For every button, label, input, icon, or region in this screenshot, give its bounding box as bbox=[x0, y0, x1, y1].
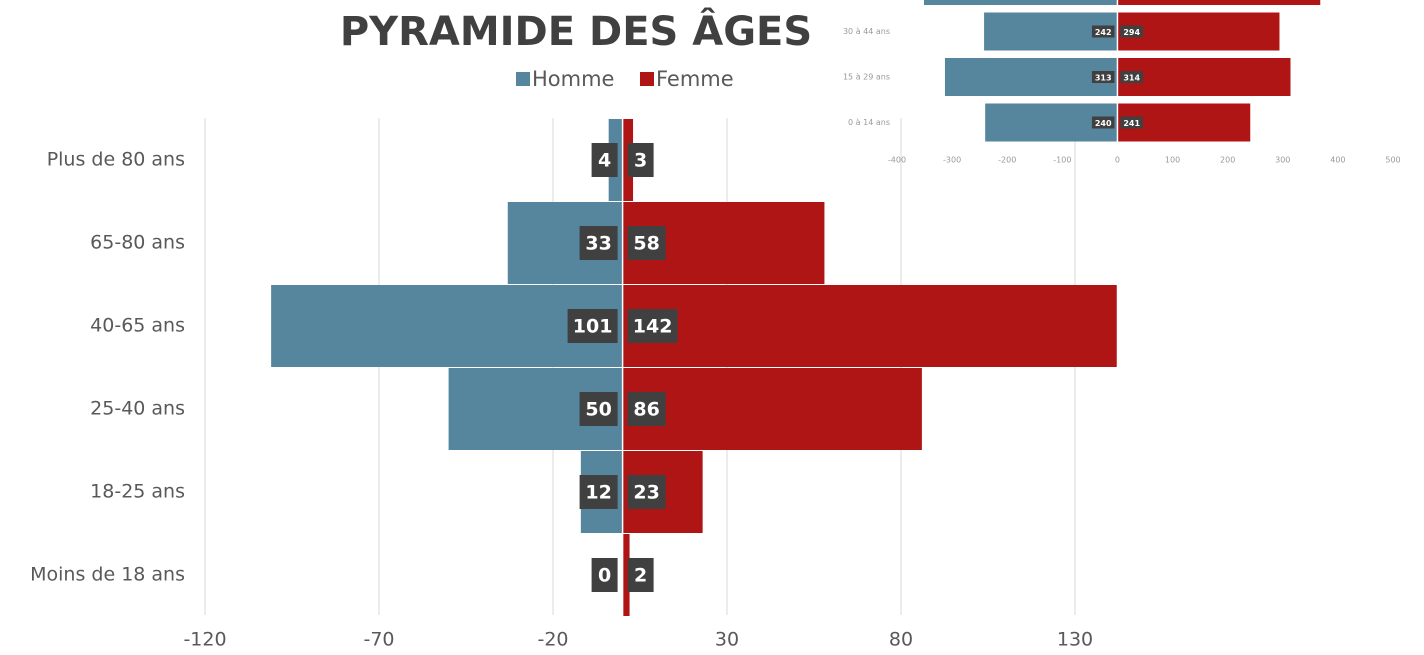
x-tick-label: 80 bbox=[889, 629, 913, 651]
legend-label: Homme bbox=[532, 67, 614, 91]
x-tick-label: 400 bbox=[1330, 156, 1345, 165]
data-label: 2 bbox=[634, 565, 647, 587]
y-tick-label: 18-25 ans bbox=[90, 481, 185, 503]
data-label-box bbox=[1091, 71, 1115, 83]
bar bbox=[622, 285, 1117, 367]
data-label: 4 bbox=[598, 150, 611, 172]
data-label-box bbox=[627, 143, 654, 177]
data-label: 33 bbox=[585, 233, 611, 255]
y-tick-label: 0 à 14 ans bbox=[848, 118, 890, 127]
bar bbox=[1117, 0, 1321, 5]
bar bbox=[944, 58, 1118, 96]
data-label-box bbox=[1091, 25, 1115, 38]
y-tick-label: 40-65 ans bbox=[90, 315, 185, 337]
data-label-box bbox=[627, 475, 666, 509]
x-tick-label: 130 bbox=[1057, 629, 1093, 651]
data-label: 142 bbox=[633, 316, 673, 338]
y-tick-label: 25-40 ans bbox=[90, 398, 185, 420]
bar bbox=[924, 0, 1118, 5]
data-label-box bbox=[1120, 25, 1143, 38]
data-label-box bbox=[627, 226, 666, 260]
x-tick-label: 200 bbox=[1220, 156, 1235, 165]
data-label-box bbox=[627, 309, 678, 343]
data-label-box bbox=[579, 392, 618, 426]
data-label-box bbox=[591, 143, 618, 177]
legend-swatch bbox=[640, 72, 654, 86]
y-tick-label: 30 à 44 ans bbox=[843, 27, 890, 36]
data-label-box bbox=[579, 475, 618, 509]
data-label-box bbox=[1120, 71, 1143, 83]
y-tick-label: Plus de 80 ans bbox=[47, 149, 185, 171]
data-label-box bbox=[1091, 116, 1115, 129]
data-label: 242 bbox=[1095, 28, 1112, 37]
x-tick-label: -70 bbox=[363, 629, 394, 651]
x-tick-label: -200 bbox=[998, 156, 1016, 165]
data-label-box bbox=[567, 309, 618, 343]
data-label: 0 bbox=[598, 565, 611, 587]
data-label-box bbox=[627, 392, 666, 426]
data-label-box bbox=[579, 226, 618, 260]
x-tick-label: 300 bbox=[1275, 156, 1290, 165]
x-tick-label: -120 bbox=[183, 629, 226, 651]
bar bbox=[1117, 58, 1291, 96]
x-tick-label: 0 bbox=[1115, 156, 1120, 165]
data-label: 12 bbox=[585, 482, 611, 504]
x-tick-label: 100 bbox=[1165, 156, 1180, 165]
x-tick-label: 500 bbox=[1385, 156, 1400, 165]
y-tick-label: 15 à 29 ans bbox=[843, 73, 890, 82]
data-label: 240 bbox=[1095, 119, 1112, 128]
data-label: 23 bbox=[633, 482, 659, 504]
data-label-box bbox=[1120, 116, 1143, 129]
y-tick-label: 65-80 ans bbox=[90, 232, 185, 254]
x-tick-label: -300 bbox=[943, 156, 961, 165]
data-label: 314 bbox=[1123, 74, 1140, 83]
data-label: 241 bbox=[1123, 119, 1140, 128]
bar bbox=[1117, 12, 1280, 51]
data-label: 86 bbox=[633, 399, 659, 421]
bar bbox=[271, 285, 623, 367]
x-tick-label: -400 bbox=[888, 156, 906, 165]
data-label: 313 bbox=[1095, 74, 1112, 83]
data-label: 101 bbox=[573, 316, 613, 338]
data-label: 58 bbox=[633, 233, 659, 255]
bar bbox=[622, 368, 922, 450]
data-label: 294 bbox=[1123, 28, 1140, 37]
y-tick-label: Moins de 18 ans bbox=[30, 564, 185, 586]
legend-label: Femme bbox=[656, 67, 734, 91]
data-label: 50 bbox=[585, 399, 611, 421]
x-tick-label: 30 bbox=[715, 629, 739, 651]
x-tick-label: -20 bbox=[537, 629, 568, 651]
x-tick-label: -100 bbox=[1053, 156, 1071, 165]
bar bbox=[622, 534, 630, 616]
data-label-box bbox=[591, 558, 618, 592]
data-label: 3 bbox=[634, 150, 647, 172]
data-label-box bbox=[627, 558, 654, 592]
legend-swatch bbox=[516, 72, 530, 86]
chart-title: PYRAMIDE DES ÂGES bbox=[340, 7, 812, 55]
